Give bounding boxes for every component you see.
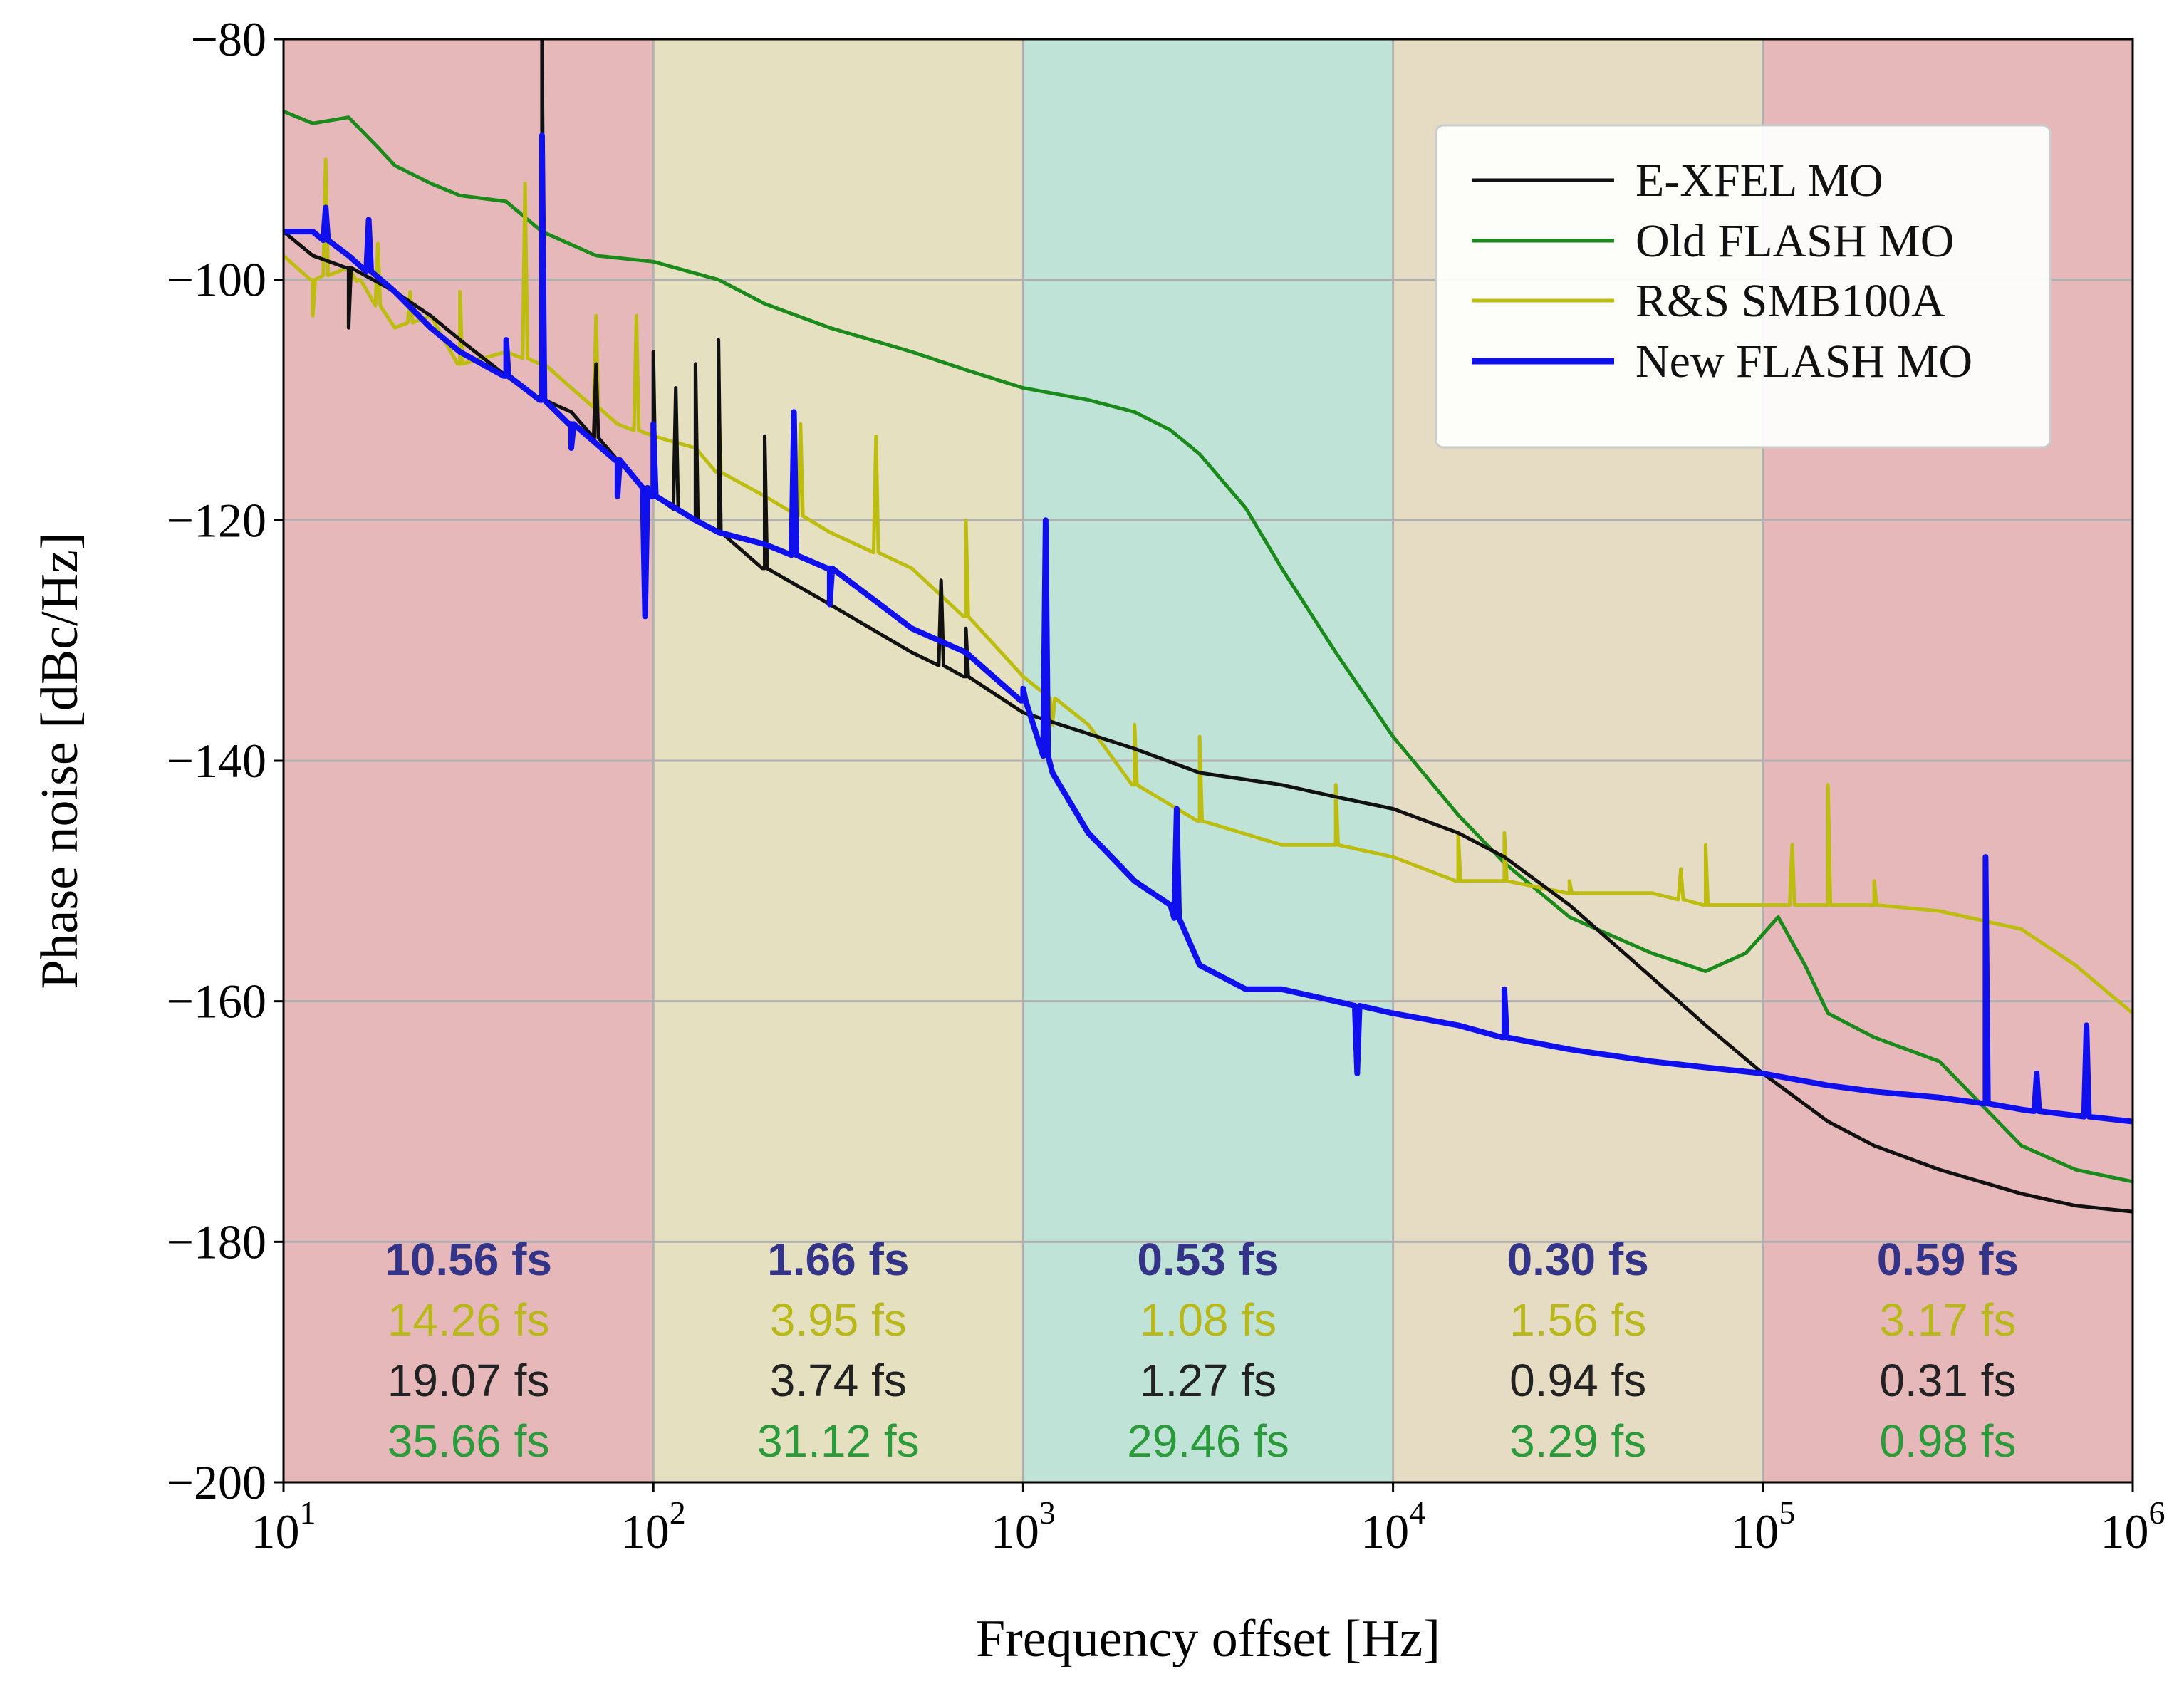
jitter-value: 0.98 fs [1879,1415,2016,1467]
jitter-annotations: 10.56 fs 14.26 fs 19.07 fs 35.66 fs 1.66 fs 3… [385,1234,2019,1467]
legend-label: R&S SMB100A [1636,275,1945,327]
legend: E-XFEL MO Old FLASH MO R&S SMB100A New FLAS… [1435,124,2052,449]
jitter-value: 3.95 fs [770,1294,907,1346]
x-tick-base: 10 [621,1504,670,1559]
jitter-value: 29.46 fs [1127,1415,1289,1467]
x-tick-label: 103 [991,1494,1056,1559]
x-tick-base: 10 [1730,1504,1779,1559]
jitter-value: 1.66 fs [767,1234,909,1285]
series-line-old-flash-mo [284,109,2133,1184]
y-tick-label: −140 [167,734,266,788]
x-tick-label: 104 [1361,1494,1425,1559]
x-tick-label: 105 [1730,1494,1795,1559]
x-tick-base: 10 [1361,1504,1409,1559]
jitter-value: 31.12 fs [757,1415,920,1467]
jitter-value: 0.30 fs [1507,1234,1649,1285]
y-tick-label: −160 [167,974,266,1029]
jitter-value: 3.17 fs [1879,1294,2016,1346]
jitter-value: 19.07 fs [388,1355,550,1406]
x-tick-base: 10 [991,1504,1039,1559]
x-tick-exponent: 2 [670,1494,686,1531]
legend-label: E-XFEL MO [1636,155,1883,207]
x-tick-label: 106 [2101,1494,2165,1559]
jitter-value: 0.59 fs [1877,1234,2019,1285]
x-tick-label: 101 [251,1494,316,1559]
y-tick-label: −180 [167,1214,266,1269]
x-tick-label: 102 [621,1494,686,1559]
jitter-value: 0.53 fs [1137,1234,1279,1285]
series-line-r-s-smb100a [284,133,2133,1015]
x-axis-title: Frequency offset [Hz] [976,1610,1440,1668]
legend-label: Old FLASH MO [1636,215,1954,267]
x-tick-exponent: 6 [2149,1494,2165,1531]
x-tick-exponent: 3 [1039,1494,1056,1531]
jitter-value: 3.29 fs [1509,1415,1646,1467]
jitter-value: 1.08 fs [1140,1294,1276,1346]
jitter-value: 10.56 fs [385,1234,552,1285]
jitter-value: 1.27 fs [1140,1355,1276,1406]
y-tick-label: −120 [167,493,266,547]
y-axis-ticks: −80 −100 −120 −140 −160 −180 −200 [167,12,284,1509]
y-tick-label: −80 [191,12,266,66]
jitter-value: 0.31 fs [1879,1355,2016,1406]
jitter-value: 3.74 fs [770,1355,907,1406]
jitter-value: 35.66 fs [388,1415,550,1467]
x-tick-exponent: 5 [1779,1494,1795,1531]
legend-box [1435,124,2052,449]
y-tick-label: −200 [167,1455,266,1509]
x-tick-exponent: 4 [1409,1494,1425,1531]
jitter-value: 1.56 fs [1509,1294,1646,1346]
x-tick-exponent: 1 [300,1494,316,1531]
x-tick-base: 10 [251,1504,300,1559]
y-tick-label: −100 [167,253,266,307]
y-axis-title: Phase noise [dBc/Hz] [31,532,89,989]
legend-label: New FLASH MO [1636,335,1972,387]
jitter-value: 14.26 fs [388,1294,550,1346]
series-line-new-flash-mo [284,132,2133,1125]
x-tick-base: 10 [2101,1504,2149,1559]
x-axis-ticks: 101 102 103 104 105 106 [251,1482,2165,1559]
series-lines [284,39,2133,1214]
jitter-value: 0.94 fs [1509,1355,1646,1406]
